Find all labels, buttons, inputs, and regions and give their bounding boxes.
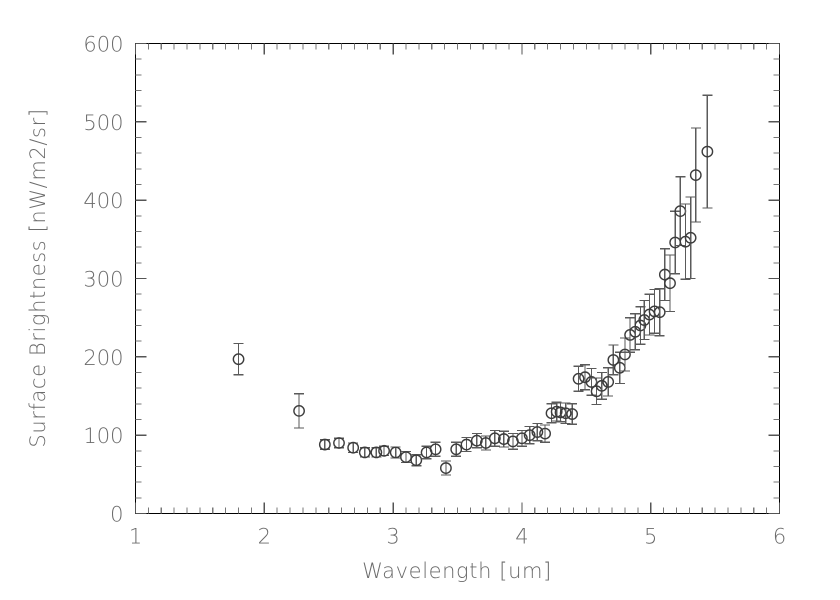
data-point xyxy=(607,344,620,376)
data-point xyxy=(539,424,551,443)
data-point xyxy=(531,422,544,442)
y-tick-label: 500 xyxy=(83,111,123,135)
plot-frame xyxy=(134,42,781,515)
y-tick-label: 0 xyxy=(110,503,123,527)
x-axis-title: Wavelength [um] xyxy=(362,559,552,583)
data-point xyxy=(232,342,245,376)
data-point xyxy=(619,337,631,372)
data-point xyxy=(701,94,714,209)
data-point xyxy=(653,288,666,337)
data-point xyxy=(470,432,483,449)
marker-circle xyxy=(689,169,702,182)
x-tick-label: 3 xyxy=(386,525,399,549)
marker-circle xyxy=(470,434,483,447)
y-axis-title: Surface Brightness [nW/m2/sr] xyxy=(26,108,50,447)
data-point xyxy=(559,402,572,425)
marker-circle xyxy=(566,408,579,420)
data-point xyxy=(488,429,501,447)
marker-circle xyxy=(460,438,473,451)
marker-circle xyxy=(619,348,631,361)
marker-circle xyxy=(531,426,544,438)
x-tick-label: 2 xyxy=(258,525,271,549)
data-point xyxy=(479,435,492,451)
marker-circle xyxy=(333,437,345,449)
marker-circle xyxy=(602,375,615,388)
marker-circle xyxy=(488,432,501,445)
y-tick-label: 100 xyxy=(83,424,123,448)
data-point xyxy=(333,437,345,449)
data-point xyxy=(572,365,585,392)
marker-circle xyxy=(497,433,510,445)
marker-circle xyxy=(429,443,442,456)
marker-circle xyxy=(664,277,676,290)
data-point xyxy=(566,403,579,425)
marker-circle xyxy=(701,145,714,158)
marker-circle xyxy=(539,427,551,440)
data-point xyxy=(410,454,423,467)
data-point xyxy=(669,210,682,275)
marker-circle xyxy=(318,438,331,451)
marker-circle xyxy=(378,444,390,457)
data-point xyxy=(497,430,510,448)
marker-circle xyxy=(400,451,412,463)
data-point xyxy=(602,367,615,397)
data-point xyxy=(440,460,452,476)
data-point xyxy=(318,438,331,451)
data-point xyxy=(347,441,360,454)
data-point xyxy=(595,371,608,400)
marker-circle xyxy=(450,443,463,456)
marker-circle xyxy=(607,354,620,366)
data-point xyxy=(400,450,412,464)
y-tick-label: 600 xyxy=(83,33,123,57)
y-tick-label: 200 xyxy=(83,346,123,370)
marker-circle xyxy=(523,429,536,442)
x-tick-label: 6 xyxy=(773,525,786,549)
data-point xyxy=(523,425,536,445)
x-tick-label: 4 xyxy=(515,525,528,549)
data-point xyxy=(389,446,402,459)
data-point xyxy=(378,444,390,457)
marker-circle xyxy=(389,446,402,459)
marker-circle xyxy=(347,441,360,454)
data-point xyxy=(624,317,636,353)
data-point xyxy=(689,127,702,223)
data-point xyxy=(429,441,442,457)
x-tick-label: 1 xyxy=(129,525,142,549)
marker-circle xyxy=(370,446,383,459)
data-point xyxy=(358,446,371,459)
x-tick-label: 5 xyxy=(644,525,657,549)
marker-circle xyxy=(595,379,608,392)
y-tick-label: 300 xyxy=(83,268,123,292)
data-layer xyxy=(232,94,714,476)
data-point xyxy=(664,254,676,313)
data-point xyxy=(293,393,305,429)
data-point xyxy=(516,429,528,447)
y-tick-label: 400 xyxy=(83,189,123,213)
data-point xyxy=(679,203,692,280)
data-point xyxy=(684,196,697,280)
marker-circle xyxy=(653,306,666,319)
marker-circle xyxy=(358,446,371,459)
data-point xyxy=(658,248,671,302)
data-point xyxy=(460,436,473,453)
marker-circle xyxy=(232,353,245,366)
marker-circle xyxy=(293,404,305,417)
marker-circle xyxy=(572,372,585,385)
marker-circle xyxy=(684,231,697,244)
marker-circle xyxy=(479,437,492,449)
data-point xyxy=(450,441,463,457)
axes-layer xyxy=(134,42,781,515)
marker-circle xyxy=(440,462,452,474)
marker-circle xyxy=(559,407,572,420)
tick-labels-layer: 1 2 3 4 5 6 0 100 200 300 400 500 600 xyxy=(83,33,786,549)
marker-circle xyxy=(410,454,423,467)
marker-circle xyxy=(516,432,528,445)
